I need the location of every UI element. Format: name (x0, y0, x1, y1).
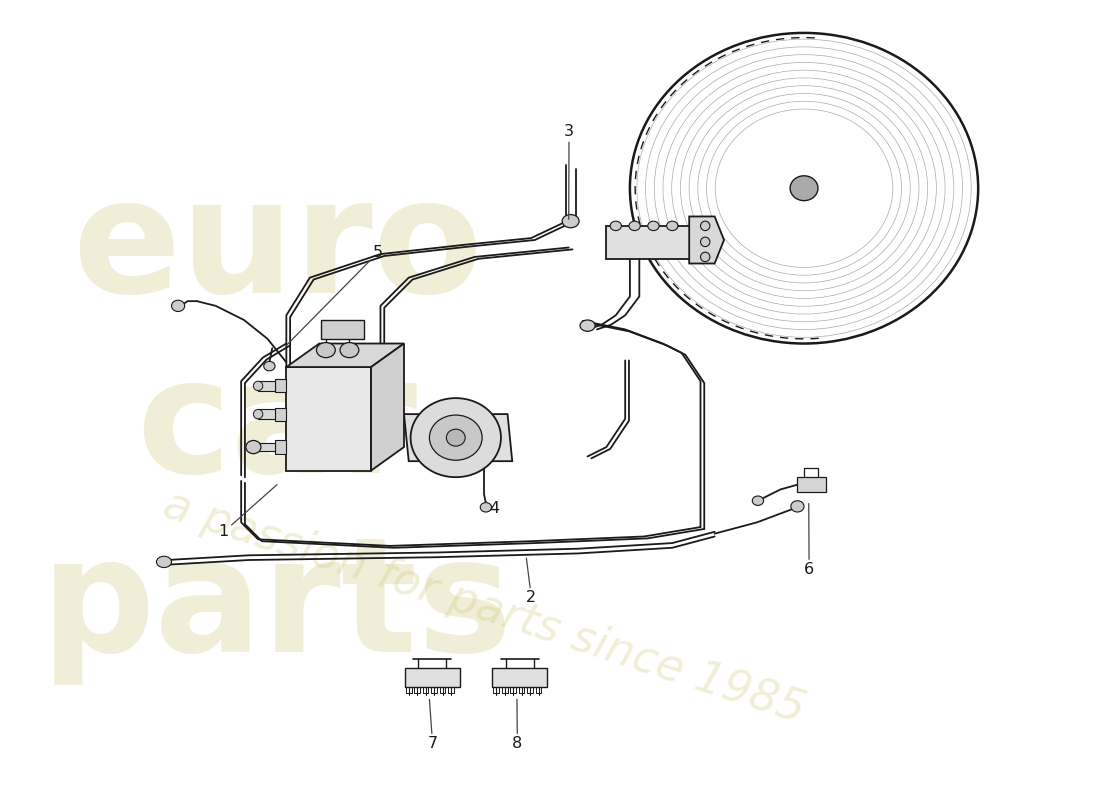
Ellipse shape (340, 342, 359, 358)
Polygon shape (405, 668, 460, 687)
Polygon shape (258, 410, 275, 419)
Polygon shape (404, 414, 513, 461)
Polygon shape (258, 443, 275, 451)
Ellipse shape (701, 252, 710, 262)
Polygon shape (493, 668, 547, 687)
Ellipse shape (610, 221, 621, 230)
Ellipse shape (317, 342, 336, 358)
Polygon shape (275, 441, 286, 454)
Ellipse shape (701, 237, 710, 246)
Ellipse shape (253, 410, 263, 419)
Ellipse shape (246, 441, 261, 454)
Ellipse shape (264, 362, 275, 371)
Polygon shape (275, 379, 286, 393)
Ellipse shape (701, 221, 710, 230)
Ellipse shape (253, 381, 263, 390)
Text: 5: 5 (286, 245, 383, 346)
Ellipse shape (447, 429, 465, 446)
Polygon shape (258, 381, 275, 390)
Text: euro
car
parts: euro car parts (41, 171, 513, 685)
Text: 6: 6 (804, 503, 814, 577)
Polygon shape (371, 343, 404, 470)
Polygon shape (321, 320, 363, 339)
Ellipse shape (648, 221, 659, 230)
Ellipse shape (790, 176, 818, 201)
Polygon shape (606, 226, 691, 259)
Ellipse shape (562, 214, 579, 228)
Polygon shape (798, 477, 826, 492)
Text: 8: 8 (513, 699, 522, 751)
Polygon shape (275, 407, 286, 421)
Text: 4: 4 (486, 501, 499, 516)
Text: 7: 7 (428, 699, 438, 751)
Polygon shape (286, 367, 371, 470)
Text: 3: 3 (564, 125, 574, 219)
Ellipse shape (429, 415, 482, 460)
Ellipse shape (629, 221, 640, 230)
Ellipse shape (580, 320, 595, 331)
Polygon shape (690, 217, 724, 263)
Text: 1: 1 (219, 485, 277, 539)
Ellipse shape (410, 398, 500, 477)
Ellipse shape (481, 502, 492, 512)
Text: 2: 2 (527, 558, 537, 606)
Text: a passion for parts since 1985: a passion for parts since 1985 (157, 482, 811, 731)
Ellipse shape (791, 501, 804, 512)
Ellipse shape (172, 300, 185, 311)
Polygon shape (286, 343, 404, 367)
Ellipse shape (752, 496, 763, 506)
Ellipse shape (156, 556, 172, 567)
Ellipse shape (667, 221, 678, 230)
